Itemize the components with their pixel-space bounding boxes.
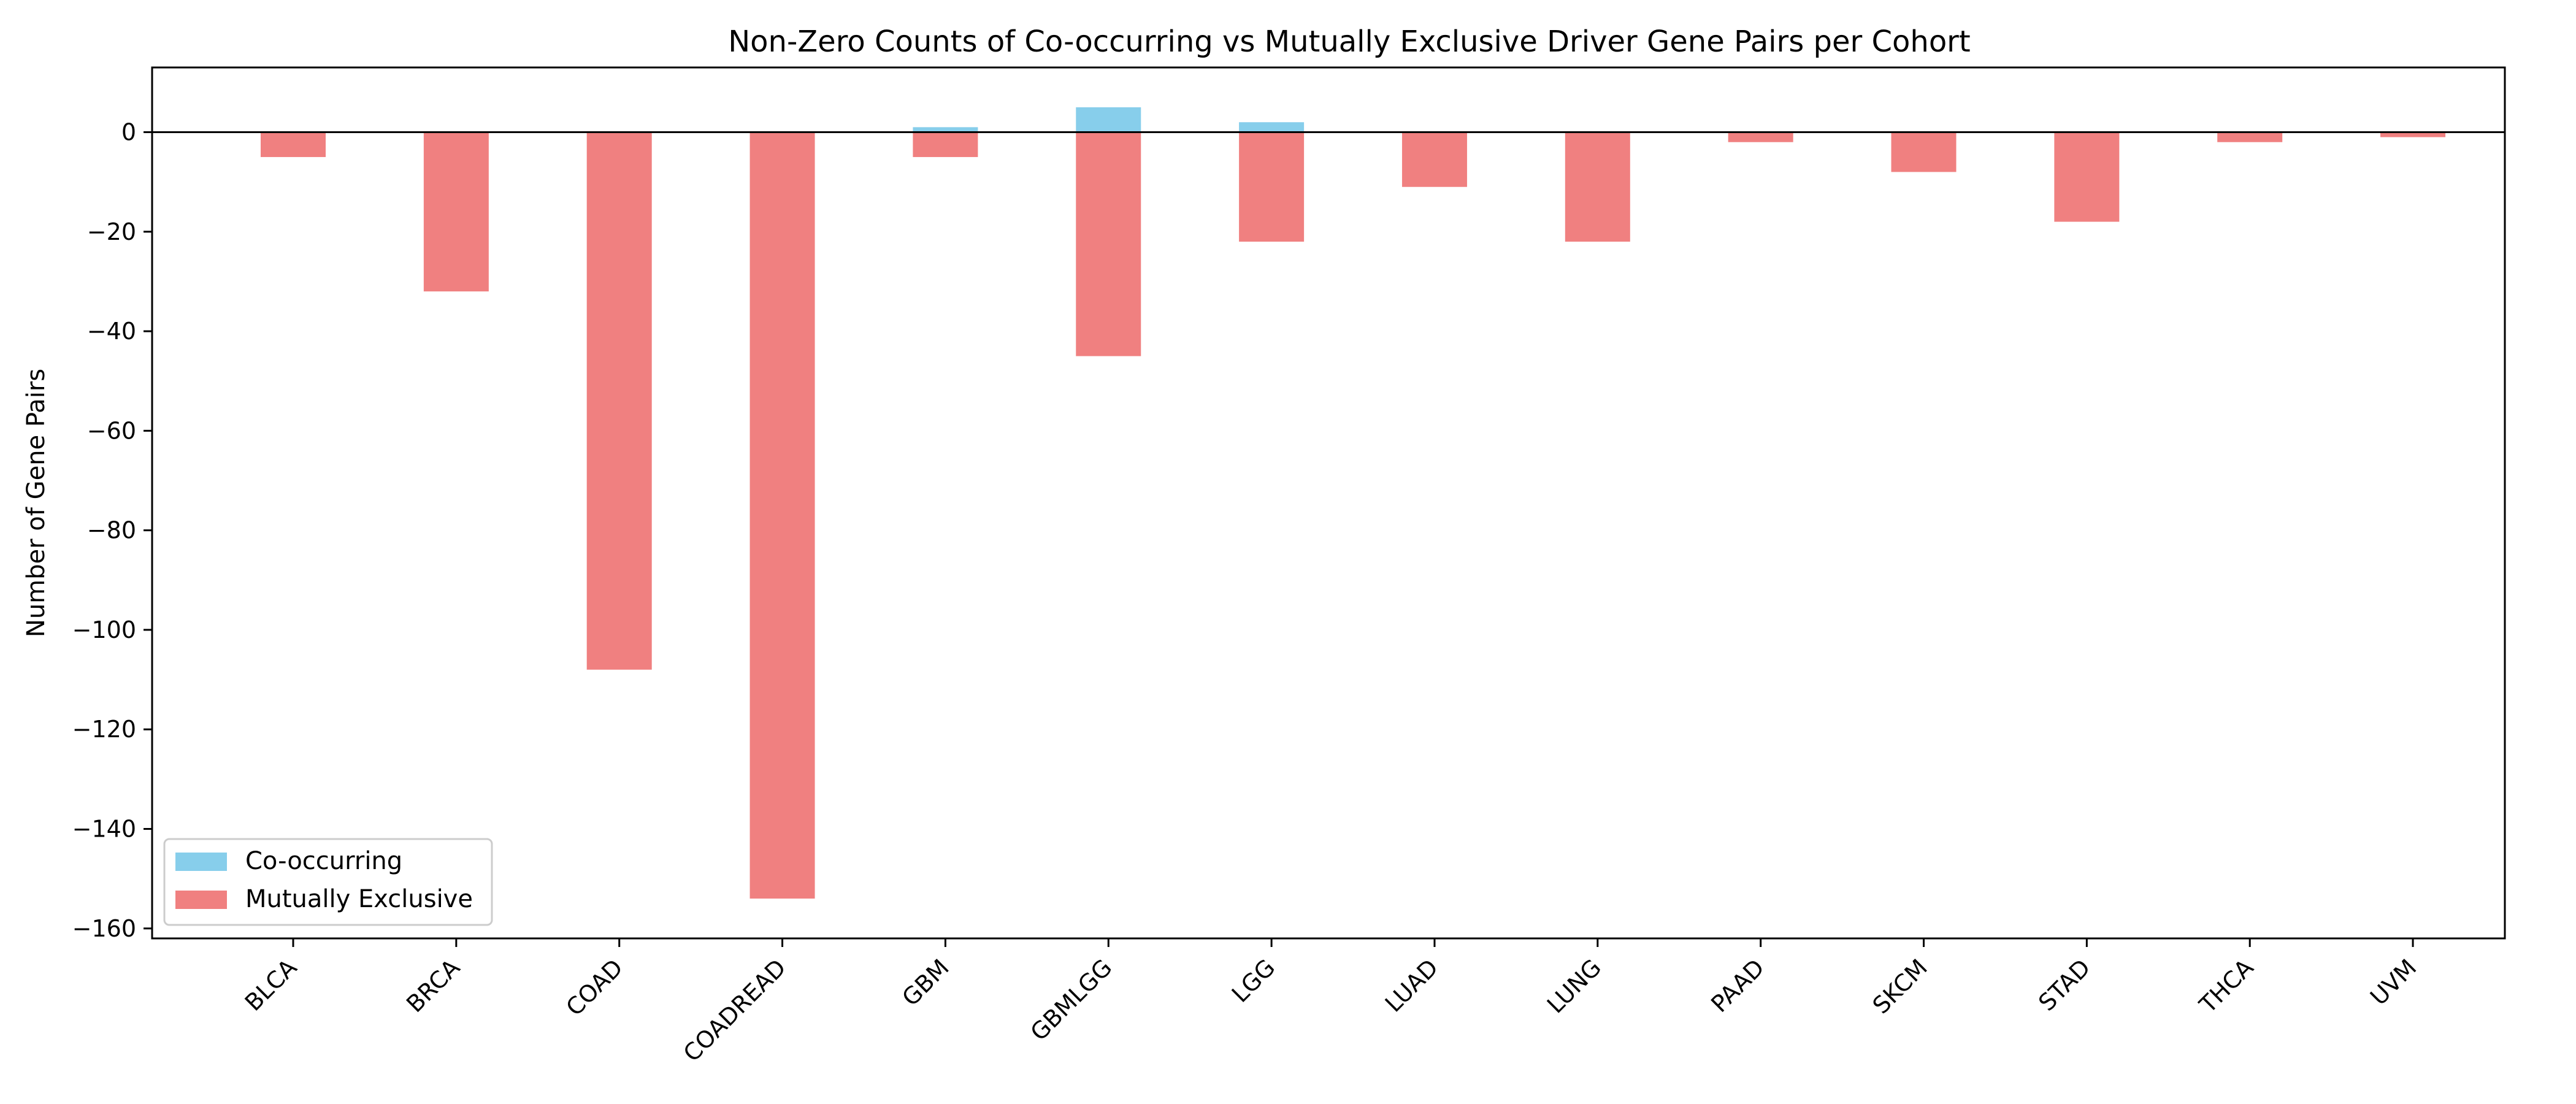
bar-mutually-exclusive-coadread <box>749 132 815 899</box>
x-tick-label: BRCA <box>401 954 465 1018</box>
bar-mutually-exclusive-skcm <box>1891 132 1957 172</box>
x-tick-label: LUNG <box>1542 954 1606 1018</box>
y-tick-label: −120 <box>72 716 136 743</box>
y-tick-label: −160 <box>72 915 136 942</box>
bar-mutually-exclusive-gbmlgg <box>1076 132 1141 356</box>
bar-mutually-exclusive-blca <box>261 132 326 158</box>
bar-mutually-exclusive-luad <box>1401 132 1467 187</box>
x-tick-label: COAD <box>561 954 628 1021</box>
bar-co-occurring-lgg <box>1239 122 1305 132</box>
bar-mutually-exclusive-lung <box>1565 132 1630 242</box>
y-axis-label: Number of Gene Pairs <box>22 369 50 637</box>
plot-frame <box>151 66 2506 940</box>
legend-swatch <box>175 853 227 871</box>
bar-mutually-exclusive-brca <box>423 132 489 292</box>
legend-label: Co-occurring <box>245 847 402 875</box>
bar-mutually-exclusive-uvm <box>2380 132 2446 137</box>
x-tick-label: GBMLGG <box>1025 954 1117 1046</box>
chart-title: Non-Zero Counts of Co-occurring vs Mutua… <box>728 25 1970 59</box>
legend: Co-occurring Mutually Exclusive <box>163 838 493 926</box>
x-tick-label: COADREAD <box>678 954 791 1067</box>
bars-layer <box>261 107 2446 899</box>
bar-co-occurring-gbmlgg <box>1076 107 1141 132</box>
y-tick-label: −40 <box>87 318 136 345</box>
bar-mutually-exclusive-gbm <box>913 132 978 158</box>
y-axis: 0 −20 −40 −60 −80 −100 −120 −140 −160 <box>72 118 152 942</box>
legend-box <box>163 838 493 926</box>
y-tick-label: 0 <box>121 118 136 145</box>
y-tick-label: −140 <box>72 815 136 842</box>
x-tick-label: SKCM <box>1868 954 1933 1019</box>
bar-co-occurring-gbm <box>913 127 978 132</box>
bar-mutually-exclusive-lgg <box>1239 132 1305 242</box>
bar-mutually-exclusive-thca <box>2217 132 2283 142</box>
legend-label: Mutually Exclusive <box>245 885 473 913</box>
x-tick-label: PAAD <box>1706 954 1769 1018</box>
x-axis: BLCA BRCA COAD COADREAD GBM GBMLGG LGG LUAD LUNG… <box>240 938 2421 1067</box>
x-tick-label: LUAD <box>1380 954 1443 1017</box>
x-tick-label: GBM <box>897 954 954 1011</box>
bar-mutually-exclusive-paad <box>1728 132 1793 142</box>
x-tick-label: LGG <box>1227 954 1281 1008</box>
x-tick-label: THCA <box>2194 954 2259 1019</box>
bar-mutually-exclusive-coad <box>586 132 652 670</box>
legend-swatch <box>175 891 227 909</box>
x-tick-label: STAD <box>2033 954 2096 1016</box>
y-tick-label: −60 <box>87 417 136 444</box>
x-tick-label: BLCA <box>240 954 302 1016</box>
bar-mutually-exclusive-stad <box>2054 132 2120 222</box>
x-tick-label: UVM <box>2365 954 2421 1010</box>
y-tick-label: −80 <box>87 517 136 544</box>
y-tick-label: −20 <box>87 218 136 245</box>
y-tick-label: −100 <box>72 616 136 643</box>
